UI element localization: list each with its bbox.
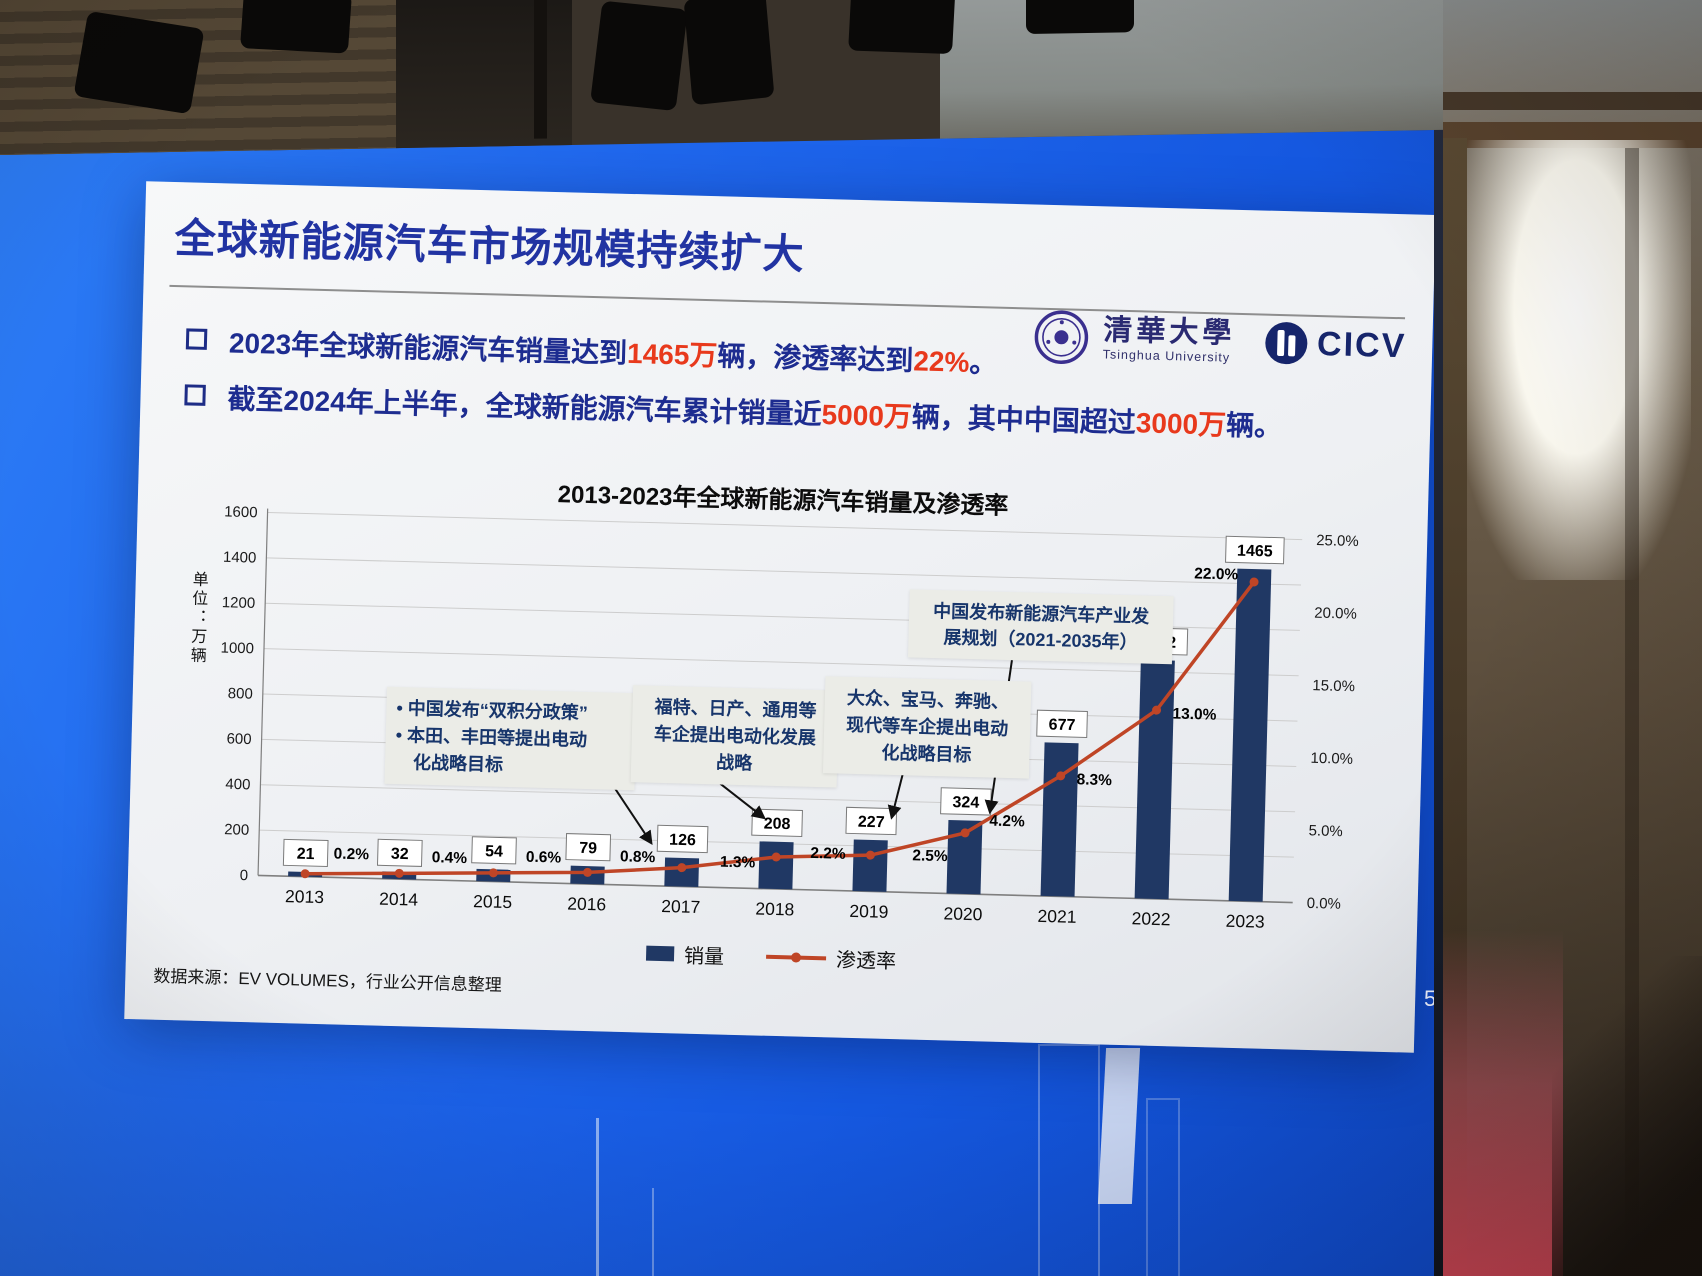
svg-text:2013: 2013 xyxy=(285,886,324,907)
line-swatch-dot-icon xyxy=(790,951,802,963)
bullet-square-icon xyxy=(184,384,206,406)
logo-row: 清華大學 Tsinghua University CICV xyxy=(1032,309,1407,375)
svg-text:1200: 1200 xyxy=(222,594,256,612)
svg-text:0: 0 xyxy=(239,867,248,884)
stage-light xyxy=(73,10,205,115)
svg-text:21: 21 xyxy=(297,846,315,863)
svg-text:0.8%: 0.8% xyxy=(620,848,656,866)
screen-graphic-tower xyxy=(1146,1098,1180,1276)
svg-text:15.0%: 15.0% xyxy=(1312,677,1355,695)
svg-text:1600: 1600 xyxy=(224,503,258,521)
page-number: 5 xyxy=(1424,986,1437,1011)
svg-text:25.0%: 25.0% xyxy=(1316,532,1359,550)
data-source: 数据来源：EV VOLUMES，行业公开信息整理 xyxy=(153,966,503,995)
screen-graphic-tower xyxy=(1038,1044,1100,1276)
annotation-box-3: 大众、宝马、奔驰、 现代等车企提出电动 化战略目标 xyxy=(822,676,1032,779)
legend-item-penetration: 渗透率 xyxy=(766,942,897,974)
wall-dark-corner xyxy=(1552,956,1702,1276)
svg-text:1.3%: 1.3% xyxy=(720,854,756,872)
svg-text:1465: 1465 xyxy=(1237,543,1273,561)
slide: 全球新能源汽车市场规模持续扩大 清華大學 Tsinghua University… xyxy=(124,181,1436,1053)
stage-light xyxy=(848,0,956,55)
svg-text:32: 32 xyxy=(391,846,409,863)
tsinghua-emblem-icon xyxy=(1034,310,1088,365)
bullet-text: 2023年全球新能源汽车销量达到1465万辆，渗透率达到22%。 xyxy=(228,327,998,379)
annotation-box-4: 中国发布新能源汽车产业发 展规划（2021-2035年） xyxy=(907,589,1174,665)
bar-swatch-icon xyxy=(645,945,675,962)
svg-text:5.0%: 5.0% xyxy=(1308,822,1343,840)
svg-text:2019: 2019 xyxy=(849,901,888,922)
svg-text:200: 200 xyxy=(224,821,249,839)
svg-text:0.6%: 0.6% xyxy=(526,849,562,867)
svg-text:2016: 2016 xyxy=(567,894,606,915)
svg-text:79: 79 xyxy=(579,840,597,857)
svg-text:2022: 2022 xyxy=(1131,908,1170,929)
svg-text:20.0%: 20.0% xyxy=(1314,605,1357,623)
cicv-logo: CICV xyxy=(1264,321,1407,368)
svg-text:400: 400 xyxy=(225,776,250,794)
svg-text:1400: 1400 xyxy=(223,549,257,567)
svg-text:800: 800 xyxy=(228,685,253,703)
svg-text:677: 677 xyxy=(1048,716,1075,734)
svg-text:0.2%: 0.2% xyxy=(333,845,369,863)
cicv-text: CICV xyxy=(1316,324,1407,365)
light-glare xyxy=(1461,140,1691,580)
svg-text:2.5%: 2.5% xyxy=(912,847,948,865)
svg-text:126: 126 xyxy=(669,832,696,850)
svg-text:2020: 2020 xyxy=(943,903,983,924)
svg-text:324: 324 xyxy=(952,794,979,812)
legend-label-sales: 销量 xyxy=(683,945,725,969)
line-swatch-icon xyxy=(766,951,827,963)
svg-text:0.4%: 0.4% xyxy=(431,849,467,867)
light-rod xyxy=(534,0,547,139)
slide-title: 全球新能源汽车市场规模持续扩大 xyxy=(174,215,806,278)
svg-text:227: 227 xyxy=(858,814,885,832)
svg-text:1000: 1000 xyxy=(220,639,254,657)
bullet-text: 截至2024年上半年，全球新能源汽车累计销量近5000万辆，其中中国超过3000… xyxy=(227,383,1283,443)
stage-light xyxy=(683,0,775,106)
stage-light xyxy=(1026,0,1134,35)
legend-item-sales: 销量 xyxy=(645,939,725,970)
svg-text:8.3%: 8.3% xyxy=(1076,771,1112,789)
svg-text:13.0%: 13.0% xyxy=(1172,706,1217,724)
svg-text:22.0%: 22.0% xyxy=(1194,565,1239,583)
screen-graphic-line xyxy=(652,1188,654,1276)
screen-edge-glow xyxy=(1443,930,1563,1276)
svg-text:208: 208 xyxy=(764,815,791,833)
svg-text:2017: 2017 xyxy=(661,896,700,917)
right-wall xyxy=(1443,0,1702,1276)
svg-text:2018: 2018 xyxy=(755,898,794,919)
svg-text:2.2%: 2.2% xyxy=(810,845,846,863)
svg-text:2023: 2023 xyxy=(1225,911,1264,932)
legend-label-penetration: 渗透率 xyxy=(835,949,897,974)
svg-text:0.0%: 0.0% xyxy=(1306,895,1341,913)
svg-text:10.0%: 10.0% xyxy=(1310,750,1353,768)
svg-text:2021: 2021 xyxy=(1037,906,1076,927)
wall-beam xyxy=(1443,92,1702,110)
svg-text:2015: 2015 xyxy=(473,891,512,912)
annotation-box-1: • 中国发布“双积分政策” • 本田、丰田等提出电动 化战略目标 xyxy=(384,686,637,791)
stage-light xyxy=(240,0,352,54)
svg-text:2014: 2014 xyxy=(379,889,419,910)
svg-text:600: 600 xyxy=(226,730,251,748)
stage-light xyxy=(590,0,688,112)
svg-text:54: 54 xyxy=(485,843,503,860)
bullet-square-icon xyxy=(185,328,208,350)
screen-graphic-line xyxy=(596,1118,599,1276)
annotation-box-2: 福特、日产、通用等 车企提出电动化发展 战略 xyxy=(630,685,840,788)
bullet-item: 截至2024年上半年，全球新能源汽车累计销量近5000万辆，其中中国超过3000… xyxy=(184,376,1283,445)
svg-text:4.2%: 4.2% xyxy=(989,813,1025,831)
